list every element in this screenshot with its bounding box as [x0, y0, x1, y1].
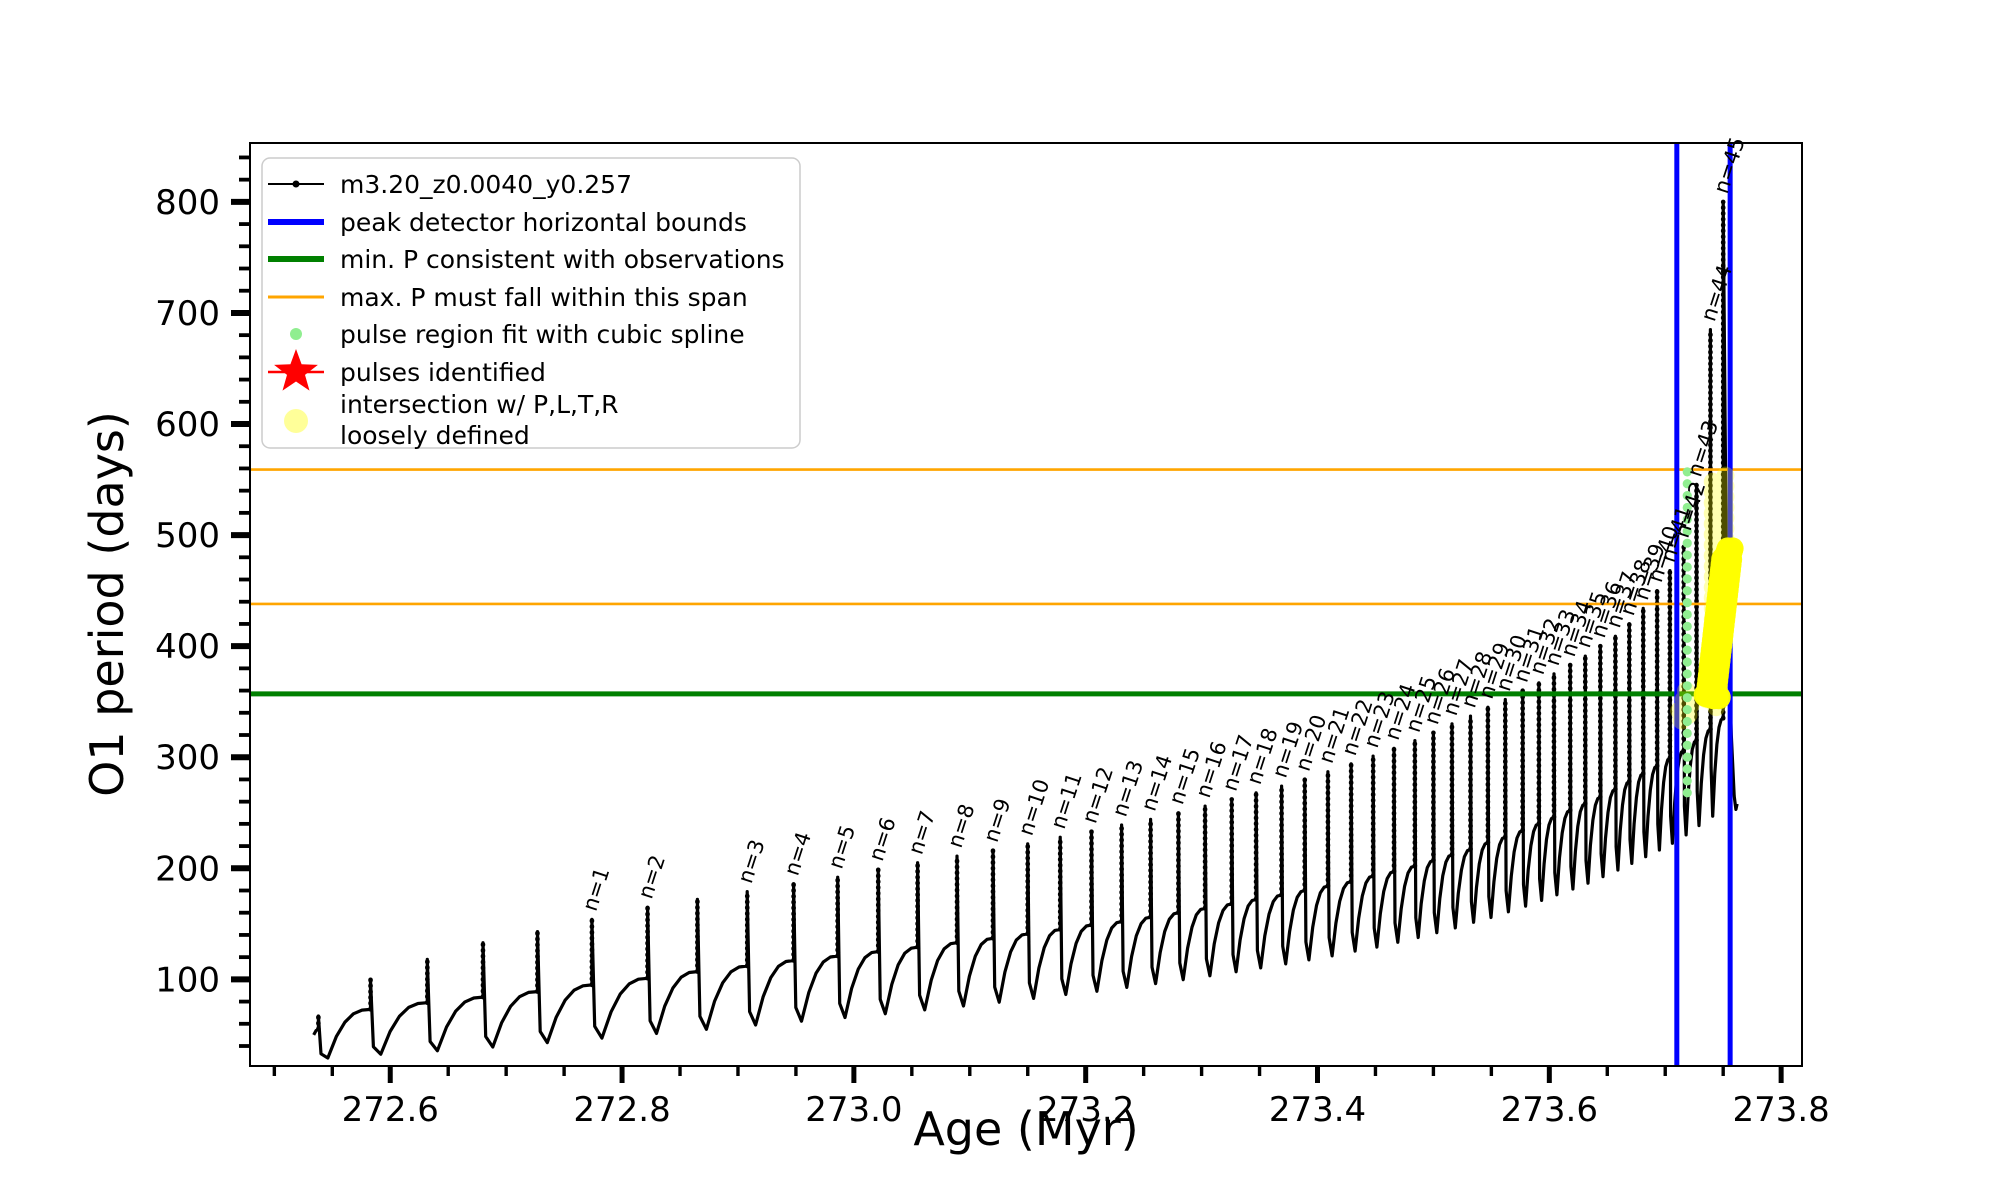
pulse-label-n-6: n=6 [864, 814, 901, 864]
y-tick-label: 800 [155, 183, 220, 223]
y-tick-label: 500 [155, 516, 220, 556]
y-tick-label: 100 [155, 960, 220, 1000]
pulse-label-n-11: n=11 [1046, 770, 1087, 832]
legend-label: peak detector horizontal bounds [340, 208, 747, 237]
legend-label: max. P must fall within this span [340, 283, 748, 312]
y-tick-label: 200 [155, 849, 220, 889]
legend-dot-icon [290, 328, 302, 340]
legend-label: intersection w/ P,L,T,R [340, 390, 619, 419]
legend-big-dot-icon [284, 409, 308, 433]
pulse-label-n-12: n=12 [1077, 764, 1118, 826]
horizontal-reference-lines [250, 468, 1802, 697]
pulse-label-n-2: n=2 [633, 852, 670, 902]
y-tick-label: 300 [155, 738, 220, 778]
x-axis-title: Age (Myr) [913, 1102, 1139, 1156]
pulse-label-n-8: n=8 [943, 801, 980, 851]
legend-label: min. P consistent with observations [340, 245, 785, 274]
legend-label: loosely defined [340, 421, 530, 450]
x-tick-label: 272.8 [573, 1090, 670, 1130]
pulse-label-n-7: n=7 [904, 808, 941, 858]
x-tick-label: 273.8 [1732, 1090, 1829, 1130]
y-tick-label: 700 [155, 294, 220, 334]
x-tick-label: 272.6 [342, 1090, 439, 1130]
legend-label: m3.20_z0.0040_y0.257 [340, 170, 632, 199]
pulse-label-n-4: n=4 [780, 829, 817, 879]
y-axis-title: O1 period (days) [80, 411, 134, 797]
pulse-label-n-3: n=3 [733, 837, 770, 887]
pulse-label-n-5: n=5 [824, 822, 861, 872]
intersection-blob [1693, 537, 1744, 710]
pulse-label-n-1: n=1 [578, 864, 615, 914]
pulse-label-n-9: n=9 [979, 796, 1016, 846]
x-tick-label: 273.2 [1037, 1090, 1134, 1130]
legend-label: pulse region fit with cubic spline [340, 320, 745, 349]
axes: 272.6 272.8 273.0 273.2 273.4 273.6 273.8 100 20… [155, 142, 1830, 1130]
x-tick-label: 273.4 [1269, 1090, 1366, 1130]
y-tick-label: 400 [155, 627, 220, 667]
legend-label: pulses identified [340, 358, 546, 387]
x-tick-label: 273.0 [805, 1090, 902, 1130]
spline-fit-dots [1682, 467, 1692, 798]
x-tick-label: 273.6 [1501, 1090, 1598, 1130]
legend-star-icon [274, 349, 318, 391]
y-tick-label: 600 [155, 405, 220, 445]
pulse-label-n-10: n=10 [1014, 776, 1055, 838]
